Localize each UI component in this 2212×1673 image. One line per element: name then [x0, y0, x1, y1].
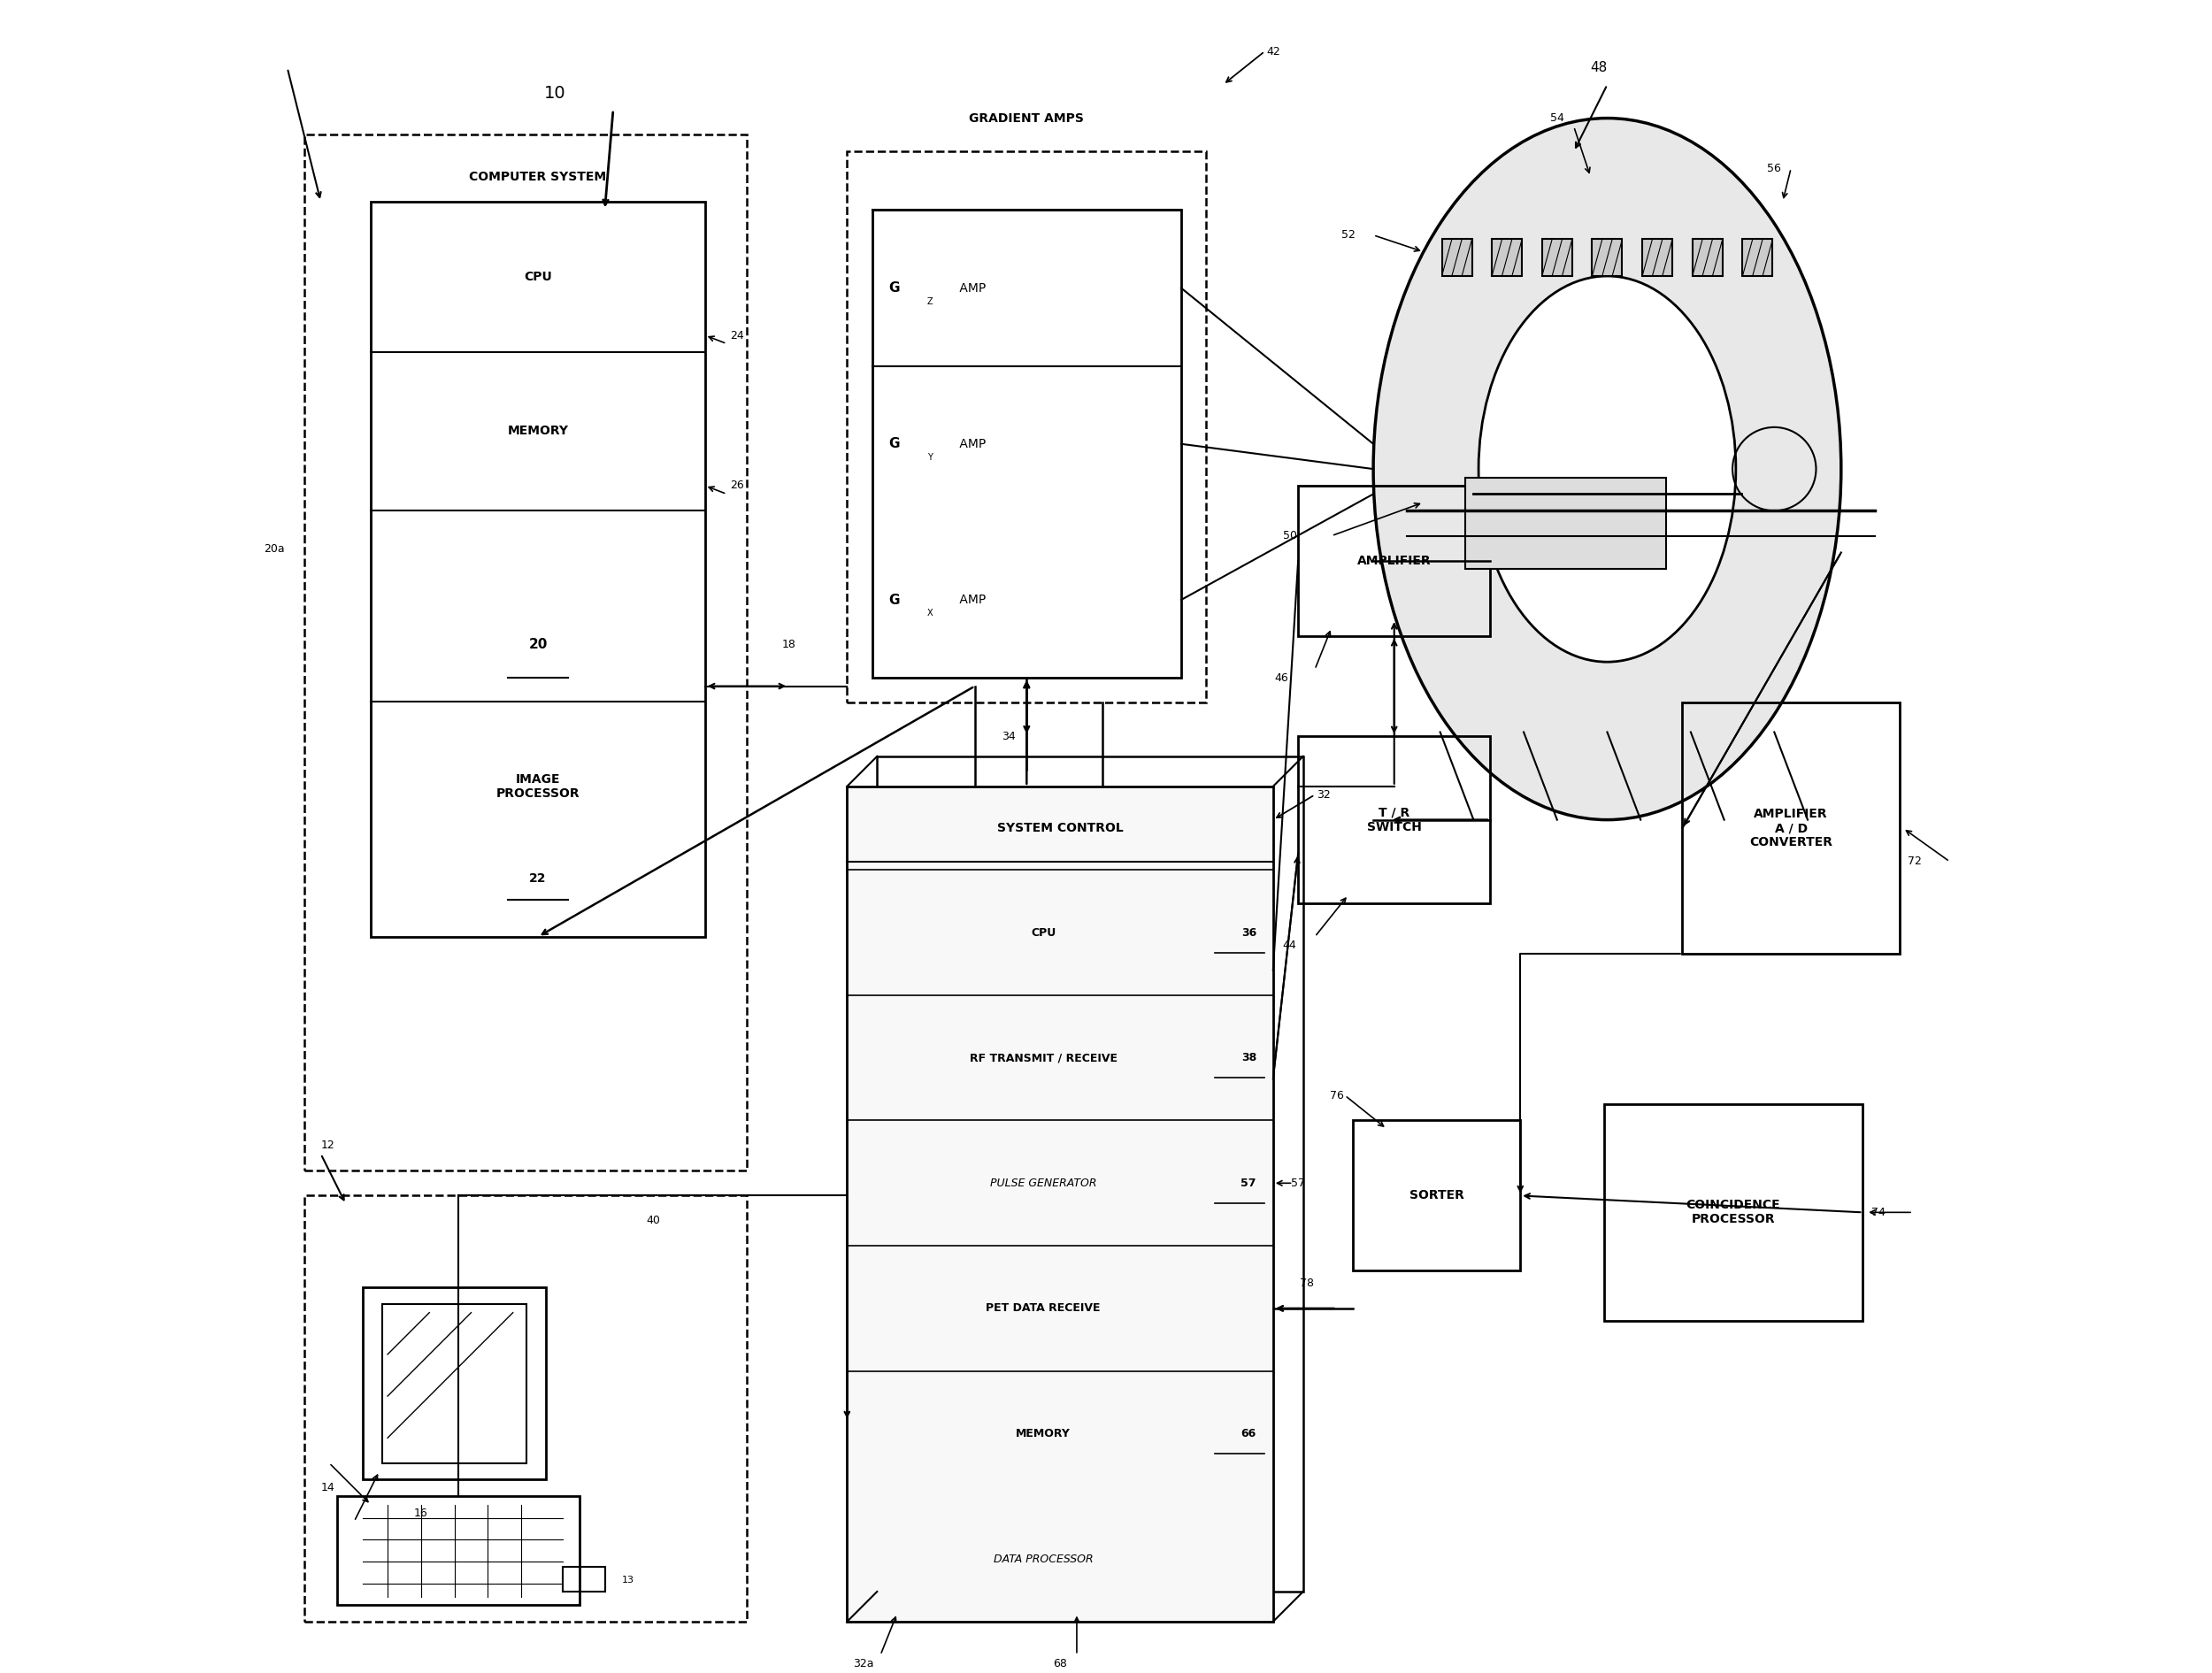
- Text: 18: 18: [781, 639, 796, 651]
- Text: 24: 24: [730, 330, 743, 341]
- Text: Z: Z: [927, 296, 933, 306]
- Text: IMAGE
PROCESSOR: IMAGE PROCESSOR: [495, 773, 580, 800]
- Text: 38: 38: [1241, 1052, 1256, 1064]
- Text: G: G: [889, 437, 900, 450]
- Text: PET DATA RECEIVE: PET DATA RECEIVE: [987, 1303, 1102, 1315]
- Text: T / R
SWITCH: T / R SWITCH: [1367, 806, 1422, 833]
- Text: 20: 20: [529, 637, 546, 651]
- Text: 22: 22: [529, 872, 546, 885]
- Ellipse shape: [1478, 276, 1736, 663]
- FancyBboxPatch shape: [1641, 239, 1672, 276]
- Text: DATA PROCESSOR: DATA PROCESSOR: [993, 1553, 1093, 1564]
- Text: 48: 48: [1590, 62, 1608, 75]
- Text: PULSE GENERATOR: PULSE GENERATOR: [991, 1178, 1097, 1190]
- FancyBboxPatch shape: [1542, 239, 1573, 276]
- FancyBboxPatch shape: [1743, 239, 1772, 276]
- Text: 14: 14: [321, 1482, 334, 1494]
- Text: 40: 40: [646, 1215, 659, 1226]
- Text: 66: 66: [1241, 1429, 1256, 1439]
- FancyBboxPatch shape: [847, 786, 1274, 1621]
- Text: COMPUTER SYSTEM: COMPUTER SYSTEM: [469, 171, 606, 182]
- Text: 52: 52: [1340, 229, 1356, 241]
- FancyBboxPatch shape: [1464, 477, 1666, 569]
- Text: 68: 68: [1053, 1658, 1066, 1670]
- Text: 32a: 32a: [854, 1658, 874, 1670]
- Text: 76: 76: [1329, 1089, 1343, 1101]
- Text: G: G: [889, 594, 900, 607]
- Text: 57: 57: [1241, 1178, 1256, 1190]
- Text: MEMORY: MEMORY: [507, 425, 568, 437]
- FancyBboxPatch shape: [1442, 239, 1471, 276]
- Text: 16: 16: [414, 1507, 427, 1519]
- Text: 12: 12: [321, 1139, 334, 1151]
- Text: AMPLIFIER
A / D
CONVERTER: AMPLIFIER A / D CONVERTER: [1750, 808, 1832, 848]
- Text: SYSTEM CONTROL: SYSTEM CONTROL: [998, 821, 1124, 835]
- Text: 20a: 20a: [263, 544, 285, 555]
- Text: G: G: [889, 281, 900, 294]
- Text: CPU: CPU: [1031, 927, 1055, 939]
- Text: 56: 56: [1767, 162, 1781, 174]
- Text: AMP: AMP: [956, 594, 987, 606]
- Ellipse shape: [1374, 119, 1840, 820]
- Text: X: X: [927, 609, 933, 617]
- Text: 32: 32: [1316, 790, 1329, 800]
- FancyBboxPatch shape: [1593, 239, 1621, 276]
- Text: 78: 78: [1298, 1278, 1314, 1290]
- Text: CPU: CPU: [524, 271, 553, 283]
- FancyBboxPatch shape: [1692, 239, 1723, 276]
- Text: 42: 42: [1265, 45, 1281, 57]
- Text: SORTER: SORTER: [1409, 1190, 1464, 1201]
- Text: 13: 13: [622, 1576, 635, 1584]
- Text: 34: 34: [1002, 731, 1015, 743]
- Text: AMP: AMP: [956, 281, 987, 294]
- Text: 57: 57: [1292, 1178, 1305, 1190]
- Text: COINCIDENCE
PROCESSOR: COINCIDENCE PROCESSOR: [1686, 1200, 1781, 1226]
- Text: 10: 10: [544, 85, 566, 102]
- Text: 44: 44: [1283, 939, 1296, 950]
- Text: 26: 26: [730, 480, 743, 492]
- Text: 36: 36: [1241, 927, 1256, 939]
- Text: RF TRANSMIT / RECEIVE: RF TRANSMIT / RECEIVE: [969, 1052, 1117, 1064]
- Text: AMPLIFIER: AMPLIFIER: [1358, 555, 1431, 567]
- Text: 54: 54: [1551, 112, 1564, 124]
- Text: GRADIENT AMPS: GRADIENT AMPS: [969, 112, 1084, 124]
- FancyBboxPatch shape: [1491, 239, 1522, 276]
- Text: 72: 72: [1909, 857, 1922, 867]
- Text: MEMORY: MEMORY: [1015, 1429, 1071, 1439]
- Text: 74: 74: [1871, 1206, 1885, 1218]
- Text: Y: Y: [927, 453, 933, 462]
- Text: 50: 50: [1283, 530, 1296, 542]
- Text: 46: 46: [1274, 673, 1287, 684]
- Text: AMP: AMP: [956, 438, 987, 450]
